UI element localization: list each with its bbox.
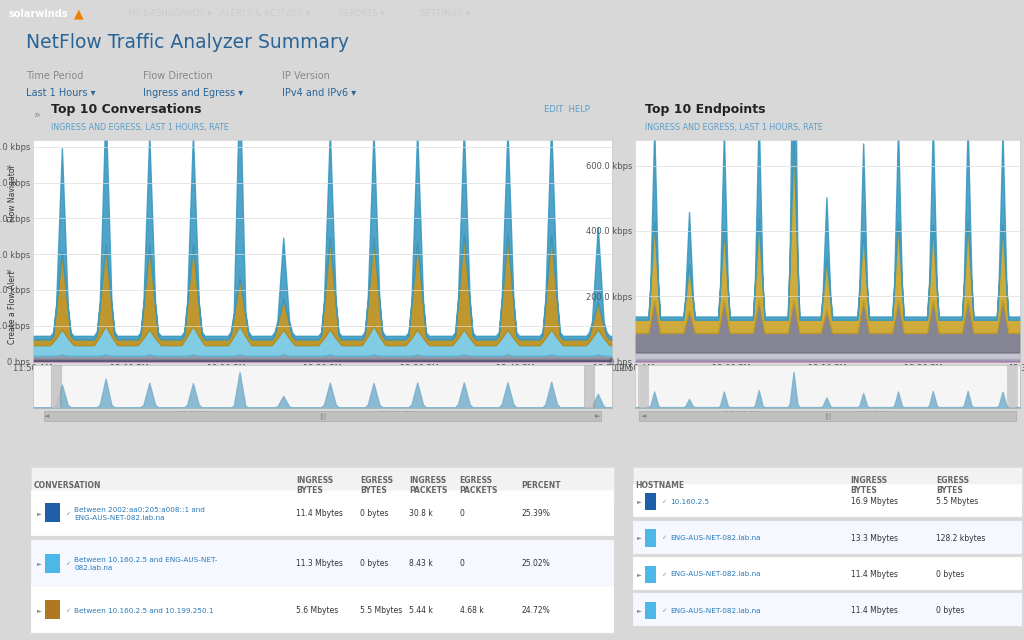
Text: CONVERSATION: CONVERSATION (34, 481, 101, 490)
Text: 11.4 Mbytes: 11.4 Mbytes (851, 606, 898, 615)
Bar (31, 540, 614, 586)
Bar (44, 411, 601, 421)
Text: INGRESS
BYTES: INGRESS BYTES (851, 476, 888, 495)
Text: HOSTNAME: HOSTNAME (635, 481, 684, 490)
Text: ►: ► (637, 536, 641, 541)
Text: ►: ► (37, 511, 41, 516)
Bar (633, 557, 1022, 590)
Text: IPv4 and IPv6 ▾: IPv4 and IPv6 ▾ (282, 88, 355, 99)
Text: 25.02%: 25.02% (521, 559, 550, 568)
Text: ►: ► (637, 608, 641, 613)
Bar (644, 566, 656, 583)
Text: 0 bytes: 0 bytes (360, 509, 389, 518)
Bar (45, 554, 59, 573)
Text: Last 1 Hours ▾: Last 1 Hours ▾ (26, 88, 95, 99)
Text: EGRESS
BYTES: EGRESS BYTES (360, 476, 393, 495)
Text: ✓: ✓ (65, 561, 70, 566)
Text: »: » (5, 163, 11, 173)
Text: ✓: ✓ (662, 572, 667, 577)
Bar (639, 411, 1016, 421)
Text: 30.8 k: 30.8 k (409, 509, 433, 518)
Text: Time Period: Time Period (26, 71, 83, 81)
Text: ✓: ✓ (65, 608, 70, 613)
Bar (633, 521, 1022, 554)
Bar (45, 504, 59, 522)
Text: Flow Navigator: Flow Navigator (8, 164, 16, 223)
Text: PERCENT: PERCENT (521, 481, 560, 490)
Text: »: » (5, 267, 11, 277)
Text: 8.43 k: 8.43 k (409, 559, 433, 568)
Text: INGRESS
BYTES: INGRESS BYTES (296, 476, 334, 495)
Text: 11.4 Mbytes: 11.4 Mbytes (296, 509, 343, 518)
Bar (45, 600, 59, 620)
Text: ►: ► (37, 561, 41, 566)
Bar (644, 602, 656, 620)
Text: ENG-AUS-NET-082.lab.na: ENG-AUS-NET-082.lab.na (670, 607, 760, 614)
Text: |||: ||| (824, 413, 830, 419)
Text: 11.3 Mbytes: 11.3 Mbytes (296, 559, 343, 568)
Text: Top 10 Conversations: Top 10 Conversations (51, 102, 202, 116)
Text: Top 10 Endpoints: Top 10 Endpoints (644, 102, 765, 116)
Text: 24.72%: 24.72% (521, 606, 550, 615)
Text: IP Version: IP Version (282, 71, 330, 81)
Bar (644, 493, 656, 511)
Text: 0: 0 (460, 559, 465, 568)
Text: 11.4 Mbytes: 11.4 Mbytes (851, 570, 898, 579)
Text: ►: ► (637, 499, 641, 504)
Text: INGRESS AND EGRESS, LAST 1 HOURS, RATE: INGRESS AND EGRESS, LAST 1 HOURS, RATE (644, 123, 822, 132)
Text: 10.160.2.5: 10.160.2.5 (670, 499, 709, 505)
Text: Create a Flow Alert: Create a Flow Alert (8, 271, 16, 344)
Text: 25.39%: 25.39% (521, 509, 550, 518)
Text: ✓: ✓ (662, 536, 667, 541)
Text: Between 10.160.2.5 and 10.199.250.1: Between 10.160.2.5 and 10.199.250.1 (75, 607, 214, 614)
Text: ALERTS & ACTIVITY ▾: ALERTS & ACTIVITY ▾ (220, 9, 310, 18)
Text: ENG-AUS-NET-082.lab.na: ENG-AUS-NET-082.lab.na (670, 572, 760, 577)
Text: REPORTS ▾: REPORTS ▾ (338, 9, 385, 18)
Text: ►: ► (595, 413, 601, 419)
Text: »: » (34, 110, 40, 120)
Bar (644, 529, 656, 547)
Text: 5.5 Mbytes: 5.5 Mbytes (936, 497, 979, 506)
Bar (31, 467, 614, 505)
Text: ✓: ✓ (662, 499, 667, 504)
Text: Between 2002:aa0:205:a008::1 and
ENG-AUS-NET-082.lab.na: Between 2002:aa0:205:a008::1 and ENG-AUS… (75, 507, 206, 520)
Bar (633, 593, 1022, 626)
Text: 128.2 kbytes: 128.2 kbytes (936, 534, 986, 543)
Text: ✓: ✓ (662, 608, 667, 613)
Text: ►: ► (637, 572, 641, 577)
Text: INGRESS AND EGRESS, LAST 1 HOURS, RATE: INGRESS AND EGRESS, LAST 1 HOURS, RATE (51, 123, 229, 132)
Text: 5.6 Mbytes: 5.6 Mbytes (296, 606, 339, 615)
Text: Between 10.160.2.5 and ENG-AUS-NET-
082.lab.na: Between 10.160.2.5 and ENG-AUS-NET- 082.… (75, 557, 218, 571)
Text: NetFlow Traffic Analyzer Summary: NetFlow Traffic Analyzer Summary (26, 33, 348, 52)
Text: ►: ► (37, 608, 41, 613)
Text: MY DASHBOARDS ▾: MY DASHBOARDS ▾ (128, 9, 212, 18)
Bar (633, 467, 1022, 505)
Text: 0 bytes: 0 bytes (936, 570, 965, 579)
Text: ▲: ▲ (74, 7, 83, 20)
Text: |||: ||| (319, 413, 326, 419)
Text: Ingress and Egress ▾: Ingress and Egress ▾ (143, 88, 244, 99)
Text: EGRESS
BYTES: EGRESS BYTES (936, 476, 970, 495)
Bar (31, 490, 614, 536)
Text: 5.5 Mbytes: 5.5 Mbytes (360, 606, 402, 615)
Text: 0 bytes: 0 bytes (936, 606, 965, 615)
Text: 0 bytes: 0 bytes (360, 559, 389, 568)
Text: EDIT  HELP: EDIT HELP (545, 104, 590, 113)
Text: solarwinds: solarwinds (8, 8, 68, 19)
Text: Flow Direction: Flow Direction (143, 71, 213, 81)
Text: EGRESS
PACKETS: EGRESS PACKETS (460, 476, 498, 495)
Bar (633, 484, 1022, 517)
Text: ◄: ◄ (44, 413, 50, 419)
Text: 5.44 k: 5.44 k (409, 606, 433, 615)
Text: 0: 0 (460, 509, 465, 518)
Text: 16.9 Mbytes: 16.9 Mbytes (851, 497, 898, 506)
Text: ✓: ✓ (65, 511, 70, 516)
Text: 13.3 Mbytes: 13.3 Mbytes (851, 534, 898, 543)
Text: SETTINGS ▾: SETTINGS ▾ (420, 9, 470, 18)
Text: ENG-AUS-NET-082.lab.na: ENG-AUS-NET-082.lab.na (670, 535, 760, 541)
Text: INGRESS
PACKETS: INGRESS PACKETS (409, 476, 447, 495)
Text: 4.68 k: 4.68 k (460, 606, 483, 615)
Text: ◄: ◄ (641, 413, 646, 419)
Bar (31, 586, 614, 633)
